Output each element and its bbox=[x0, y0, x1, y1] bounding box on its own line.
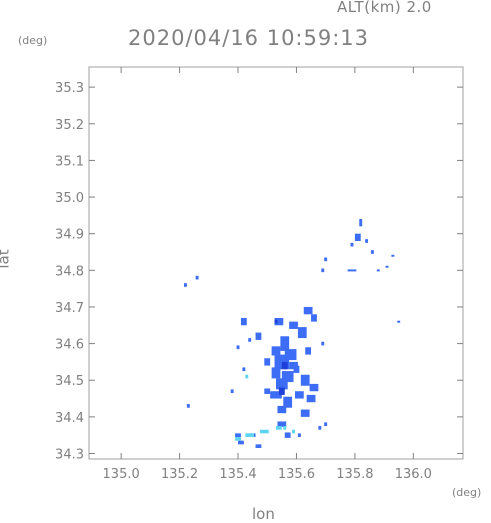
echo-point bbox=[248, 338, 252, 342]
echo-point bbox=[277, 405, 287, 414]
echo-point bbox=[321, 341, 325, 346]
echo-point bbox=[277, 421, 287, 427]
echo-point bbox=[242, 367, 246, 372]
x-tick-label: 135.4 bbox=[219, 467, 256, 482]
echo-point bbox=[289, 321, 298, 329]
echo-point bbox=[300, 374, 310, 386]
echo-point bbox=[186, 404, 190, 408]
axis-ticks: 135.0 135.2 135.4 135.6 135.8 136.0 34.3 34.4 34… bbox=[55, 67, 463, 482]
plot-frame bbox=[88, 66, 464, 460]
y-tick-label: 35.2 bbox=[55, 118, 84, 133]
echo-point bbox=[309, 383, 319, 392]
echo-point bbox=[324, 257, 328, 262]
echo-point bbox=[347, 269, 357, 272]
echo-point bbox=[280, 336, 290, 351]
echo-point bbox=[240, 317, 247, 326]
y-tick-label: 35.1 bbox=[55, 154, 84, 169]
echo-point bbox=[235, 437, 241, 441]
echo-point bbox=[195, 275, 199, 280]
echo-point bbox=[370, 250, 374, 254]
echo-point bbox=[230, 389, 234, 394]
echo-point bbox=[276, 378, 288, 390]
altitude-label: ALT(km) 2.0 bbox=[337, 0, 432, 16]
echo-point bbox=[278, 387, 285, 395]
echo-point bbox=[236, 345, 240, 350]
echo-point bbox=[305, 347, 312, 355]
echo-point bbox=[284, 432, 291, 438]
echo-point bbox=[270, 391, 282, 399]
y-tick-label: 34.4 bbox=[55, 411, 84, 426]
echo-point bbox=[274, 317, 284, 326]
echo-point bbox=[324, 422, 328, 427]
y-tick-label: 34.3 bbox=[55, 448, 84, 463]
x-axis-label: lon bbox=[252, 505, 275, 523]
echo-point bbox=[259, 429, 269, 434]
y-tick-label: 35.3 bbox=[55, 81, 84, 96]
echo-point bbox=[271, 346, 281, 356]
echo-point bbox=[350, 242, 354, 247]
echo-point bbox=[297, 327, 307, 339]
y-tick-label: 35.0 bbox=[55, 191, 84, 206]
echo-point bbox=[264, 358, 271, 366]
echo-point bbox=[297, 433, 301, 438]
echo-point bbox=[271, 367, 281, 379]
echo-point bbox=[281, 371, 294, 383]
echo-point bbox=[359, 219, 363, 227]
echo-point bbox=[276, 426, 282, 430]
x-tick-label: 135.8 bbox=[336, 467, 373, 482]
x-axis-unit: (deg) bbox=[452, 486, 482, 499]
echo-point bbox=[311, 314, 317, 322]
echo-point bbox=[245, 433, 255, 438]
y-tick-label: 34.5 bbox=[55, 374, 84, 389]
echo-point bbox=[264, 388, 271, 394]
x-tick-label: 135.2 bbox=[161, 467, 198, 482]
y-tick-label: 34.9 bbox=[55, 228, 84, 243]
echo-point bbox=[235, 433, 241, 438]
y-tick-label: 34.7 bbox=[55, 301, 84, 316]
echo-point bbox=[293, 365, 300, 373]
x-tick-label: 136.0 bbox=[395, 467, 432, 482]
echo-point bbox=[318, 426, 322, 430]
echo-point bbox=[354, 233, 361, 242]
echo-point bbox=[274, 319, 278, 324]
y-tick-label: 34.8 bbox=[55, 264, 84, 279]
echo-point bbox=[238, 440, 244, 445]
echo-points bbox=[183, 219, 401, 449]
echo-point bbox=[281, 361, 288, 370]
echo-point bbox=[306, 394, 316, 403]
echo-point bbox=[183, 283, 187, 287]
echo-point bbox=[300, 409, 310, 417]
timestamp-title: 2020/04/16 10:59:13 bbox=[128, 26, 370, 50]
echo-point bbox=[245, 374, 249, 379]
echo-point bbox=[365, 239, 369, 243]
echo-point bbox=[255, 332, 262, 340]
echo-point bbox=[397, 320, 401, 323]
echo-point bbox=[283, 396, 293, 408]
echo-point bbox=[385, 265, 389, 268]
echo-point bbox=[292, 429, 295, 434]
echo-point bbox=[294, 391, 304, 399]
echo-point bbox=[376, 269, 380, 272]
echo-point bbox=[255, 444, 262, 449]
echo-point bbox=[321, 268, 325, 273]
echo-point bbox=[303, 306, 313, 315]
y-tick-label: 34.6 bbox=[55, 338, 84, 353]
echo-point bbox=[284, 349, 297, 361]
x-tick-label: 135.6 bbox=[278, 467, 315, 482]
x-tick-label: 135.0 bbox=[103, 467, 140, 482]
echo-point bbox=[283, 426, 287, 430]
y-axis-unit: (deg) bbox=[18, 34, 48, 47]
echo-point bbox=[391, 254, 395, 257]
